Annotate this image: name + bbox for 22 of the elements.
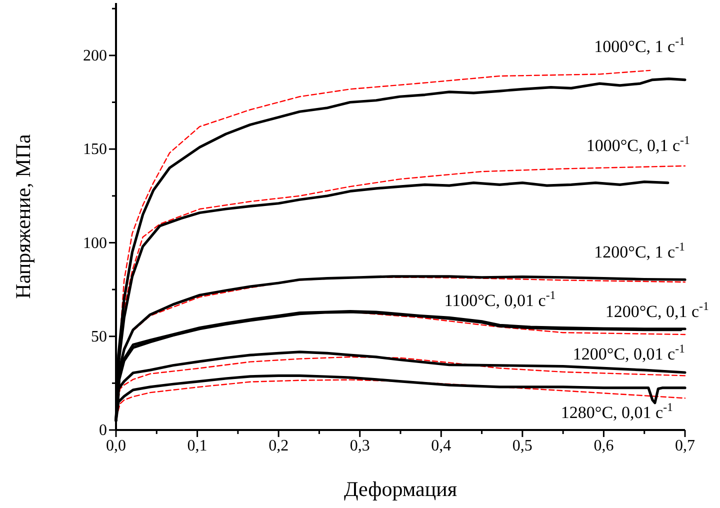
y-tick-label: 0 <box>99 422 107 440</box>
series-label: 1200°C, 0,1 c$^{-1}$ <box>605 298 709 321</box>
series-label: 1200°C, 1 c$^{-1}$ <box>594 240 686 262</box>
series-label: 1000°C, 0,1 c$^{-1}$ <box>586 132 690 155</box>
x-tick-label: 0,7 <box>675 437 695 454</box>
series-label: 1000°C, 1 c$^{-1}$ <box>594 34 686 56</box>
x-tick-label: 0,3 <box>350 437 370 454</box>
y-tick-label: 150 <box>83 141 107 158</box>
x-tick-label: 0,5 <box>512 437 532 454</box>
x-tick-label: 0,1 <box>187 437 208 454</box>
series-label: 1200°C, 0,01 c$^{-1}$ <box>572 342 686 364</box>
x-tick-label: 0,0 <box>106 437 126 454</box>
x-tick-label: 0,2 <box>268 437 289 454</box>
y-tick-label: 200 <box>83 48 107 65</box>
y-tick-label: 100 <box>83 234 107 252</box>
x-tick-label: 0,6 <box>594 437 614 454</box>
y-tick-label: 50 <box>91 328 107 346</box>
x-axis-title: Деформация <box>344 477 458 501</box>
y-axis-title: Напряжение, МПа <box>11 134 35 299</box>
series-label: 1100°C, 0,01 c$^{-1}$ <box>444 288 556 310</box>
series-label: 1280°C, 0,01 c$^{-1}$ <box>560 400 674 422</box>
x-tick-label: 0,4 <box>431 437 452 454</box>
